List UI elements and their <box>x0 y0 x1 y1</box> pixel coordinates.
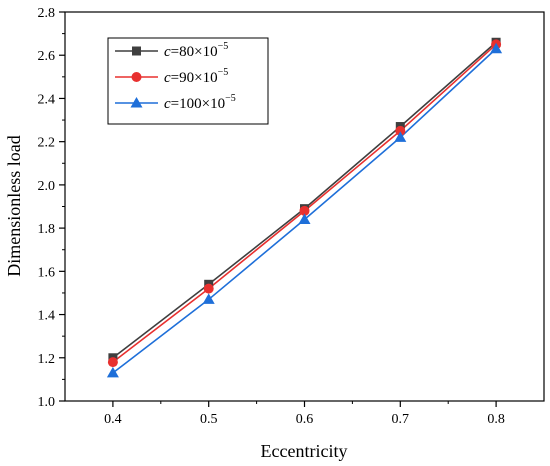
legend-swatch-marker <box>130 97 143 108</box>
data-point-series-1 <box>203 283 214 294</box>
data-point-series-2 <box>490 42 503 54</box>
y-tick-label: 1.2 <box>38 352 56 367</box>
legend-swatch-marker <box>131 72 142 82</box>
data-point-series-2 <box>202 293 215 304</box>
y-tick-label: 1.6 <box>38 265 56 280</box>
legend: c=80×10−5c=90×10−5c=100×10−5 <box>107 37 269 125</box>
y-tick-label: 2.2 <box>38 136 56 151</box>
x-tick-label: 0.5 <box>200 412 218 427</box>
data-point-series-2 <box>394 131 407 142</box>
legend-label-variable: c <box>164 44 171 60</box>
y-tick-label: 2.0 <box>38 179 56 194</box>
x-tick-label: 0.8 <box>487 412 505 427</box>
y-tick-label: 2.8 <box>38 6 56 21</box>
legend-label-variable: c <box>164 70 171 86</box>
legend-label: c=90×10−5 <box>164 67 228 86</box>
series-markers <box>106 37 503 378</box>
data-point-series-1 <box>395 125 406 136</box>
y-tick-label: 2.6 <box>38 49 56 64</box>
legend-label-exponent: −5 <box>225 93 236 104</box>
x-tick-label: 0.7 <box>392 412 410 427</box>
legend-label-exponent: −5 <box>218 41 229 52</box>
y-tick-label: 2.4 <box>38 92 56 107</box>
y-axis-title: Dimensionless load <box>4 135 24 277</box>
x-tick-label: 0.4 <box>104 412 122 427</box>
legend-label-value: =80×10 <box>171 44 218 60</box>
legend-label-value: =100×10 <box>171 96 225 112</box>
legend-label-exponent: −5 <box>218 67 229 78</box>
y-tick-label: 1.0 <box>38 395 56 410</box>
x-tick-label: 0.6 <box>296 412 314 427</box>
data-point-series-1 <box>107 357 118 368</box>
data-point-series-2 <box>298 213 311 224</box>
legend-label: c=100×10−5 <box>164 93 236 112</box>
data-point-series-1 <box>299 205 310 216</box>
legend-swatch-marker <box>132 46 141 56</box>
axis-ticks: 0.4 0.5 0.6 0.7 0.8 1.0 1.2 1.4 1.6 1.8 2.0 2.2 2.4 2… <box>38 6 505 427</box>
y-tick-label: 1.4 <box>38 309 56 324</box>
data-point-series-2 <box>106 366 119 378</box>
x-axis-title: Eccentricity <box>261 441 348 461</box>
y-tick-label: 1.8 <box>38 222 56 237</box>
legend-label: c=80×10−5 <box>164 41 228 60</box>
legend-label-variable: c <box>164 96 171 112</box>
legend-label-value: =90×10 <box>171 70 218 86</box>
